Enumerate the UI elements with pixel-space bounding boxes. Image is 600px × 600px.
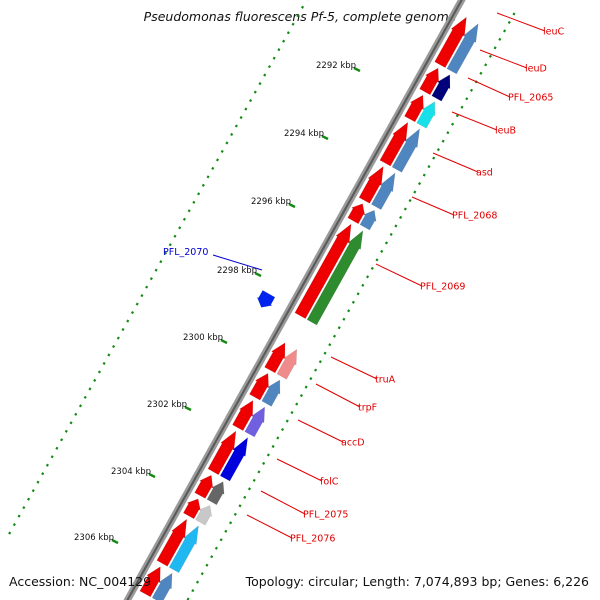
gene-arrow-pfl-2065[interactable] (416, 101, 436, 129)
cds-arrow-asd[interactable] (358, 165, 384, 204)
leader-leuc (496, 12, 546, 32)
leader-pfl-2070 (212, 254, 263, 271)
gene-label-pfl-2070: PFL_2070 (163, 247, 208, 258)
cds-arrow-pfl-2075[interactable] (194, 474, 214, 499)
genome-backbone (123, 0, 466, 600)
cds-arrow-pfl-2076[interactable] (182, 498, 201, 520)
kbp-label: 2294 kbp (284, 129, 324, 139)
gene-label-pfl-2076: PFL_2076 (290, 534, 335, 545)
kbp-label: 2306 kbp (74, 533, 114, 543)
kbp-tick (321, 134, 329, 141)
cds-arrow-leub[interactable] (379, 121, 409, 167)
cds-arrow-folc[interactable] (207, 430, 237, 476)
kbp-label: 2300 kbp (183, 333, 223, 343)
gene-arrow-pfl-2070[interactable] (256, 289, 276, 308)
gene-label-pfl-2065: PFL_2065 (508, 93, 553, 104)
gene-label-leud: leuD (525, 64, 547, 75)
kbp-label: 2304 kbp (111, 467, 151, 477)
cds-arrow-pfl-2069[interactable] (294, 223, 352, 320)
gene-label-folc: folC (320, 477, 339, 488)
gene-label-leuc: leuC (543, 27, 565, 38)
gene-label-asd: asd (476, 168, 493, 179)
accession-label: Accession: NC_004129 (9, 574, 152, 589)
kbp-tick (148, 472, 156, 479)
leader-pfl-2069 (375, 263, 423, 287)
outer-tick-ring (8, 0, 308, 535)
cds-arrow-trpf[interactable] (249, 372, 269, 401)
leader-pfl-2068 (411, 196, 455, 216)
leader-leub (451, 111, 498, 131)
cds-arrow-pfl-2068[interactable] (347, 203, 366, 225)
gene-arrow-leub[interactable] (391, 128, 420, 173)
gene-label-accd: accD (341, 438, 365, 449)
gene-arrow-trpf[interactable] (261, 379, 281, 407)
cds-arrow-unnamed-14[interactable] (156, 518, 188, 567)
gene-label-pfl-2068: PFL_2068 (452, 211, 497, 222)
gene-label-pfl-2069: PFL_2069 (420, 282, 465, 293)
cds-arrow-pfl-2065[interactable] (404, 94, 424, 123)
kbp-tick (184, 405, 192, 412)
leader-asd (432, 152, 479, 173)
leader-folc (276, 458, 323, 482)
cds-arrow-trua[interactable] (264, 342, 286, 374)
leader-trpf (315, 383, 361, 408)
gene-label-trpf: trpF (358, 403, 377, 414)
gene-arrow-unnamed-15[interactable] (151, 572, 173, 600)
gene-arrow-pfl-2069[interactable] (306, 229, 364, 326)
kbp-tick (220, 338, 228, 345)
gene-arrow-leuc[interactable] (446, 23, 479, 75)
kbp-tick (254, 271, 262, 278)
gene-arrow-asd[interactable] (370, 172, 396, 211)
leader-pfl-2075 (260, 490, 306, 515)
kbp-tick (288, 202, 296, 209)
leader-trua (330, 356, 378, 380)
kbp-label: 2302 kbp (147, 400, 187, 410)
leader-pfl-2076 (246, 514, 293, 539)
gene-label-leub: leuB (495, 126, 516, 137)
cds-arrow-accd[interactable] (232, 399, 254, 432)
kbp-label: 2296 kbp (251, 197, 291, 207)
gene-arrow-unnamed-14[interactable] (168, 525, 199, 574)
kbp-label: 2298 kbp (217, 266, 257, 276)
gene-arrow-pfl-2076[interactable] (195, 505, 213, 526)
kbp-label: 2292 kbp (316, 61, 356, 71)
cds-arrow-leuc[interactable] (434, 16, 467, 69)
kbp-tick (353, 66, 361, 73)
gene-arrow-pfl-2068[interactable] (359, 209, 377, 231)
leader-pfl-2065 (467, 77, 511, 98)
gene-label-trua: truA (375, 375, 396, 386)
map-title: Pseudomonas fluorescens Pf-5, complete g… (143, 9, 457, 24)
gene-arrow-leud[interactable] (431, 74, 451, 102)
cds-arrow-leud[interactable] (419, 67, 440, 96)
gene-arrow-trua[interactable] (276, 348, 298, 380)
leader-leud (479, 49, 528, 69)
topology-summary: Topology: circular; Length: 7,074,893 bp… (245, 574, 589, 589)
gene-arrow-accd[interactable] (244, 406, 266, 438)
gene-label-pfl-2075: PFL_2075 (303, 510, 348, 521)
cds-arrow-unnamed-15[interactable] (139, 566, 161, 598)
leader-accd (297, 419, 344, 443)
gene-arrow-folc[interactable] (219, 436, 249, 482)
kbp-tick (111, 538, 119, 545)
gene-arrow-pfl-2075[interactable] (206, 481, 225, 506)
